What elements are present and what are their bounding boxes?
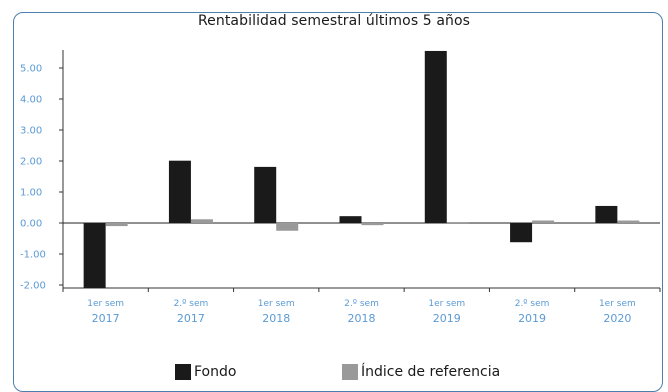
bar-indice-6 <box>617 220 640 223</box>
chart-title: Rentabilidad semestral últimos 5 años <box>197 13 471 29</box>
legend-swatch-indice <box>342 364 358 380</box>
x-tick-label-top: 1er sem <box>258 299 295 309</box>
x-tick-label-bottom: 2018 <box>348 312 376 325</box>
bar-chart: 5.00 4.00 3.00 2.00 1.00 0.00 -1.00 -2.00 1er se… <box>20 50 661 326</box>
bar-indice-5 <box>532 220 555 223</box>
chart-legend: Fondo Índice de referencia <box>0 364 668 384</box>
bar-fondo-0 <box>83 223 106 289</box>
y-tick-label: 1.00 <box>20 188 42 199</box>
y-tick-label: 4.00 <box>20 95 42 106</box>
y-tick-label: 5.00 <box>20 64 42 75</box>
x-tick-label-bottom: 2020 <box>603 312 631 325</box>
bar-indice-1 <box>190 219 213 223</box>
x-tick-label-top: 1er sem <box>599 299 636 309</box>
y-tick-label: -1.00 <box>20 250 46 261</box>
bar-indice-0 <box>105 223 128 227</box>
legend-item-indice: Índice de referencia <box>342 364 500 380</box>
bar-fondo-4 <box>424 50 447 224</box>
legend-label-indice: Índice de referencia <box>361 364 501 380</box>
legend-item-fondo: Fondo <box>175 364 236 380</box>
x-tick-label-bottom: 2017 <box>177 312 205 325</box>
y-tick-label: -2.00 <box>20 281 46 292</box>
x-tick-label-bottom: 2017 <box>92 312 120 325</box>
bar-fondo-2 <box>254 166 277 223</box>
x-tick-label-top: 1er sem <box>428 299 465 309</box>
x-tick-label-bottom: 2019 <box>518 312 546 325</box>
x-tick-label-top: 2.º sem <box>515 299 550 309</box>
x-tick-label-top: 1er sem <box>87 299 124 309</box>
bar-fondo-1 <box>168 160 191 223</box>
bar-fondo-5 <box>510 223 533 243</box>
chart-frame <box>13 12 663 392</box>
legend-label-fondo: Fondo <box>194 364 237 380</box>
bar-indice-4 <box>446 222 469 224</box>
y-tick-label: 3.00 <box>20 126 42 137</box>
legend-swatch-fondo <box>175 364 191 380</box>
x-tick-label-top: 2.º sem <box>344 299 379 309</box>
bar-fondo-6 <box>595 205 618 223</box>
x-tick-label-top: 2.º sem <box>174 299 209 309</box>
y-tick-label: 2.00 <box>20 157 42 168</box>
x-tick-label-bottom: 2019 <box>433 312 461 325</box>
chart-axes <box>59 50 661 292</box>
bar-indice-2 <box>276 223 299 231</box>
bar-indice-3 <box>361 223 384 226</box>
chart-labels: 5.00 4.00 3.00 2.00 1.00 0.00 -1.00 -2.00 1er se… <box>20 64 636 326</box>
y-tick-label: 0.00 <box>20 219 42 230</box>
x-tick-label-bottom: 2018 <box>262 312 290 325</box>
bar-fondo-3 <box>339 216 362 223</box>
chart-bars <box>83 50 640 289</box>
